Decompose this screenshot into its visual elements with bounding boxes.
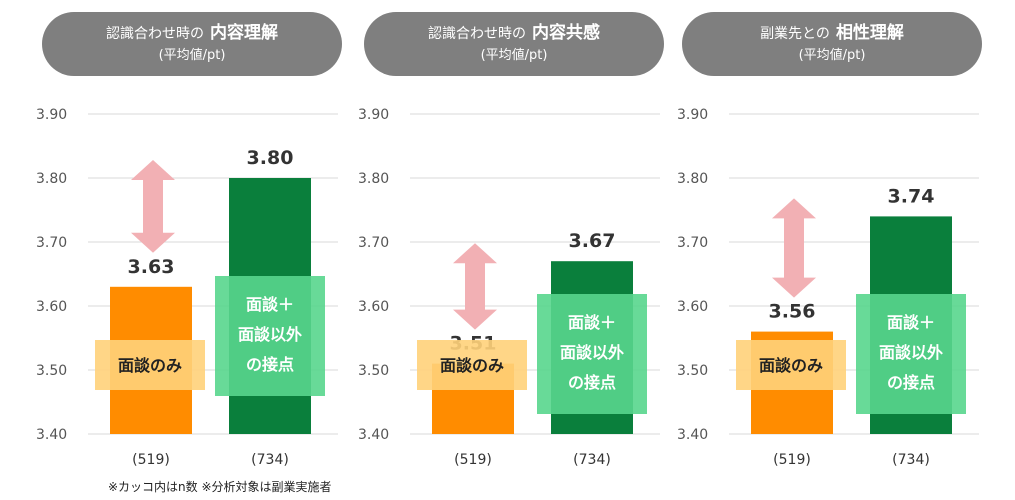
chart-subtitle: (平均値/pt) [480, 48, 548, 63]
y-tick-label: 3.90 [677, 107, 708, 123]
bar-chart: 3.903.803.703.603.503.403.51(519)3.67(73… [358, 107, 660, 468]
y-tick-label: 3.50 [36, 363, 67, 379]
chart-subtitle: (平均値/pt) [798, 48, 866, 63]
series-label-interview-plus: 面談以外 [560, 343, 624, 362]
y-tick-label: 3.90 [36, 107, 67, 123]
y-tick-label: 3.70 [36, 235, 67, 251]
series-label-interview-plus: 面談以外 [879, 343, 943, 362]
chart-title-prefix: 認識合わせ時の [106, 26, 204, 42]
chart-title-pill: 認識合わせ時の 内容理解 (平均値/pt) [42, 12, 342, 76]
y-tick-label: 3.40 [677, 427, 708, 443]
x-tick-label: (519) [773, 452, 811, 468]
y-tick-label: 3.60 [36, 299, 67, 315]
series-label-box [215, 276, 325, 396]
y-tick-label: 3.50 [358, 363, 389, 379]
series-label-interview-only: 面談のみ [759, 356, 823, 375]
series-label-interview-plus: 面談＋ [568, 313, 616, 332]
series-label-interview-plus: 面談＋ [887, 313, 935, 332]
chart-title-main: 相性理解 [835, 23, 904, 43]
chart-subtitle: (平均値/pt) [158, 48, 226, 63]
x-tick-label: (734) [573, 452, 611, 468]
difference-arrow-icon [772, 198, 816, 298]
y-tick-label: 3.60 [677, 299, 708, 315]
bar-chart: 3.90 3.80 3.70 3.60 3.50 3.40 3.63 (519) 3.80 (73… [36, 107, 338, 468]
y-tick-label: 3.50 [677, 363, 708, 379]
chart-title-pill: 副業先との 相性理解 (平均値/pt) [682, 12, 982, 76]
data-label: 3.74 [888, 185, 935, 207]
chart-title-main: 内容理解 [210, 23, 278, 43]
series-label-interview-plus: の接点 [246, 355, 294, 374]
series-label-box [417, 340, 527, 390]
series-label-interview-plus: の接点 [568, 373, 616, 392]
x-tick-label: (734) [892, 452, 930, 468]
series-label-box [856, 294, 966, 414]
chart-title-main: 内容共感 [532, 23, 600, 43]
series-label-interview-plus: 面談以外 [238, 325, 302, 344]
y-tick-label: 3.40 [358, 427, 389, 443]
difference-arrow-icon [131, 160, 175, 253]
chart-title-prefix: 副業先との [760, 26, 830, 42]
chart-title: 副業先との 相性理解 [682, 20, 982, 47]
y-tick-label: 3.40 [36, 427, 67, 443]
series-label-interview-plus: の接点 [887, 373, 935, 392]
data-label: 3.67 [569, 230, 616, 252]
y-tick-label: 3.80 [36, 171, 67, 187]
chart-title-pill: 認識合わせ時の 内容共感 (平均値/pt) [364, 12, 664, 76]
series-label-interview-only: 面談のみ [118, 356, 182, 375]
y-tick-label: 3.90 [358, 107, 389, 123]
x-tick-label: (519) [132, 452, 170, 468]
data-label: 3.63 [128, 256, 175, 278]
series-label-box [736, 340, 846, 390]
series-label-interview-plus: 面談＋ [246, 295, 294, 314]
bar-chart: 3.90 3.80 3.70 3.60 3.50 3.40 3.56 (519) 3.74 (73… [677, 107, 979, 468]
y-tick-label: 3.70 [677, 235, 708, 251]
data-label: 3.80 [247, 147, 294, 169]
y-tick-label: 3.80 [677, 171, 708, 187]
y-tick-label: 3.60 [358, 299, 389, 315]
chart-title: 認識合わせ時の 内容共感 [364, 20, 664, 47]
data-label: 3.56 [769, 301, 816, 323]
difference-arrow-icon [453, 243, 497, 330]
chart-title-prefix: 認識合わせ時の [428, 26, 526, 42]
y-tick-label: 3.80 [358, 171, 389, 187]
y-tick-label: 3.70 [358, 235, 389, 251]
series-label-interview-only: 面談のみ [440, 356, 504, 375]
chart-title: 認識合わせ時の 内容理解 [42, 20, 342, 47]
series-label-box [537, 294, 647, 414]
x-tick-label: (734) [251, 452, 289, 468]
footnote: ※カッコ内はn数 ※分析対象は副業実施者 [108, 480, 332, 494]
series-label-box [95, 340, 205, 390]
x-tick-label: (519) [454, 452, 492, 468]
